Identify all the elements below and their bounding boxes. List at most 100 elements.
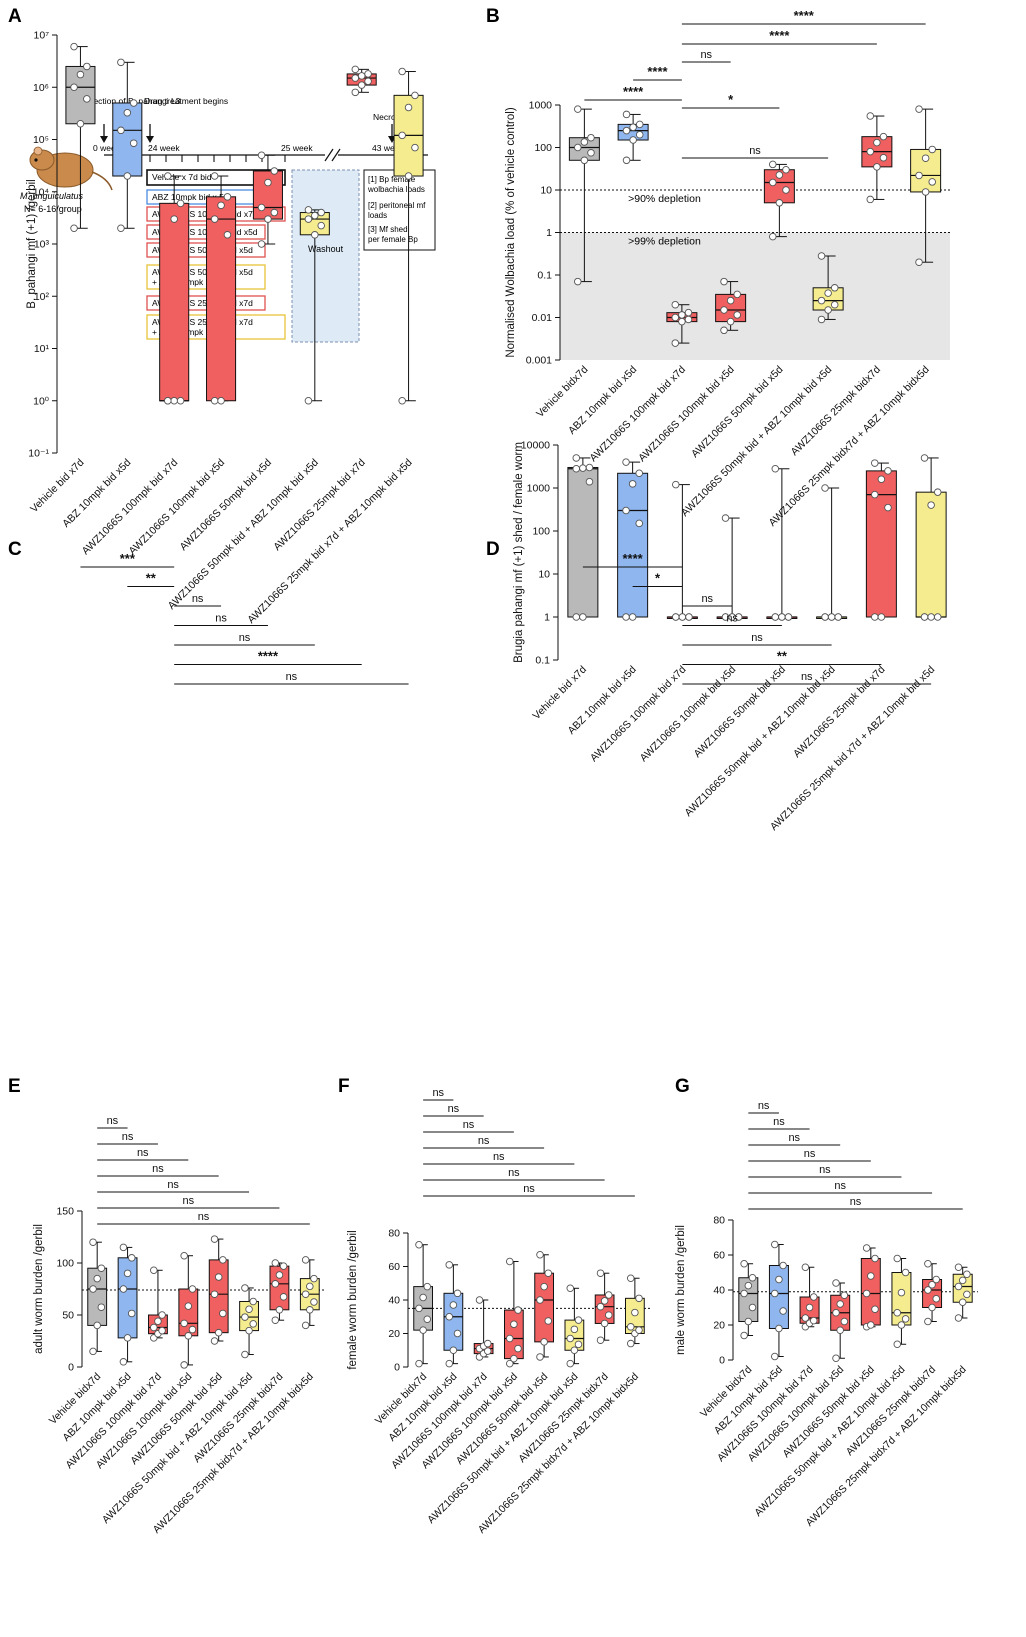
- data-point: [164, 397, 172, 405]
- comparison-label: ****: [258, 649, 279, 664]
- data-point: [832, 1308, 840, 1317]
- y-tick-label: 10⁶: [33, 82, 49, 94]
- chart-b: B 0.001 0.01 0.1 1 10 100 1000 Normalised Wolbac…: [486, 6, 950, 529]
- data-point: [306, 1306, 314, 1314]
- box-6: [594, 1269, 615, 1344]
- data-point: [241, 1313, 249, 1321]
- box-1: [617, 110, 649, 165]
- timeline-break: [324, 148, 334, 162]
- data-point: [628, 613, 637, 621]
- data-point: [771, 1352, 779, 1361]
- event-necropsy-label: Necropsy: [373, 112, 410, 122]
- data-point: [304, 206, 313, 214]
- y-tick-label: 10⁰: [33, 395, 50, 407]
- box-5: [299, 206, 330, 405]
- box-3: [178, 1251, 199, 1369]
- data-point: [871, 490, 879, 499]
- comparison-label: **: [777, 649, 788, 664]
- data-point: [596, 1336, 605, 1344]
- data-point: [217, 201, 225, 210]
- data-point: [271, 1280, 280, 1288]
- readout-item-line2: loads: [368, 211, 387, 220]
- y-tick-label: 40: [713, 1285, 725, 1297]
- y-tick-label: 20: [713, 1320, 725, 1332]
- comparison-label: ns: [198, 1211, 210, 1223]
- panel-letter-f: F: [338, 1076, 350, 1097]
- event-week25: 25 week: [281, 143, 313, 153]
- y-tick-label: 100: [534, 142, 552, 154]
- data-point: [158, 1326, 166, 1335]
- data-point: [779, 1307, 787, 1315]
- data-point: [423, 1282, 432, 1291]
- y-tick-label: 20: [388, 1328, 400, 1340]
- comparison-label: ****: [647, 64, 668, 79]
- data-point: [70, 42, 78, 51]
- data-point: [83, 95, 91, 103]
- comparison-label: ns: [788, 1132, 800, 1144]
- data-point: [635, 469, 643, 478]
- data-point: [210, 1337, 219, 1345]
- data-point: [879, 153, 888, 162]
- box-3: [715, 277, 747, 335]
- data-point: [423, 1315, 432, 1324]
- data-point: [572, 454, 581, 462]
- comparison-label: ns: [751, 632, 763, 644]
- data-point: [963, 1290, 971, 1299]
- data-point: [449, 1301, 458, 1309]
- data-point: [540, 1338, 548, 1346]
- box-6: [922, 1259, 943, 1326]
- data-point: [721, 514, 730, 522]
- data-point: [605, 1291, 613, 1299]
- data-point: [505, 1334, 514, 1343]
- data-point: [419, 1293, 427, 1302]
- comparison-label: ***: [120, 551, 136, 566]
- depletion-shading: [560, 232, 950, 360]
- data-point: [264, 215, 272, 223]
- data-point: [684, 308, 693, 317]
- data-point: [364, 70, 372, 78]
- box-5: [816, 484, 848, 621]
- data-point: [932, 1294, 940, 1303]
- data-point: [830, 284, 839, 292]
- comparison-label: *: [728, 92, 734, 107]
- data-point: [419, 1326, 427, 1334]
- data-point: [720, 277, 728, 286]
- data-point: [622, 506, 630, 515]
- data-point: [544, 1269, 553, 1277]
- data-point: [572, 613, 581, 621]
- panel-letter-d: D: [486, 539, 500, 560]
- data-point: [600, 1297, 609, 1305]
- data-point: [587, 149, 595, 157]
- category-label: AWZ1066S 25mpk bidx7d: [789, 364, 884, 459]
- data-point: [572, 465, 581, 473]
- data-point: [901, 1268, 910, 1277]
- comparison-label: ****: [769, 28, 790, 43]
- data-point: [127, 1254, 136, 1262]
- comparison-label: ns: [508, 1167, 520, 1179]
- treatment-label-line2: + ABZ 10mpk bid x5d: [152, 277, 233, 287]
- data-point: [720, 326, 728, 335]
- data-point: [301, 1256, 310, 1264]
- data-point: [740, 1259, 748, 1268]
- data-point: [574, 1340, 583, 1349]
- data-point: [733, 311, 741, 319]
- data-point: [176, 199, 185, 208]
- data-point: [821, 484, 829, 492]
- comparison-label: ns: [152, 1163, 164, 1175]
- data-point: [117, 126, 125, 135]
- data-point: [635, 130, 644, 139]
- data-point: [449, 1346, 458, 1354]
- data-point: [357, 72, 366, 80]
- y-tick-label: 0: [719, 1355, 725, 1367]
- comparison-label: ns: [463, 1119, 475, 1131]
- comparison-label: ns: [122, 1131, 134, 1143]
- data-point: [566, 1284, 574, 1293]
- box-body: [159, 202, 190, 402]
- data-point: [566, 1359, 574, 1368]
- data-point: [920, 613, 929, 621]
- comparison-label: ns: [700, 49, 712, 61]
- data-point: [505, 1257, 514, 1266]
- data-point: [836, 1300, 844, 1308]
- box-4: [208, 1235, 229, 1345]
- data-point: [720, 306, 728, 314]
